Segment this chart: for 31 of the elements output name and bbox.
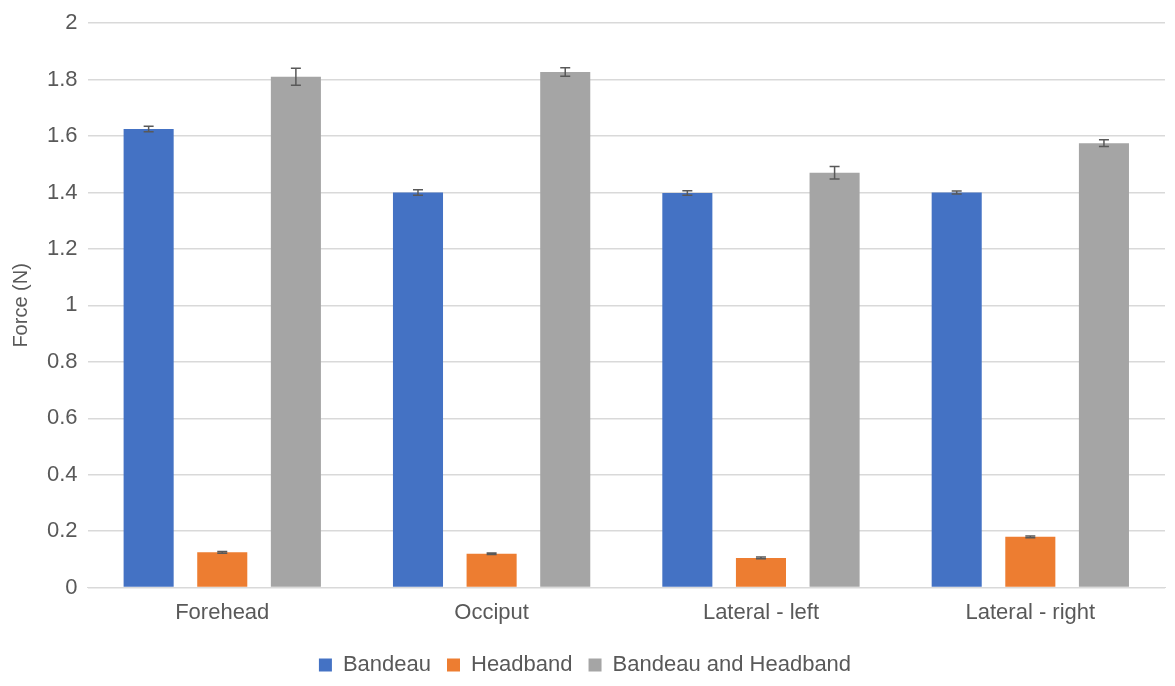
bar <box>392 192 444 587</box>
y-tick-label: 1.6 <box>46 122 78 148</box>
x-tick-label: Lateral - left <box>702 598 820 624</box>
legend-label: Headband <box>471 651 573 677</box>
bar <box>123 129 174 587</box>
y-tick-label: 0.6 <box>46 404 78 430</box>
y-tick-label: 1.4 <box>46 178 78 204</box>
x-tick-label: Occiput <box>454 598 529 624</box>
bar <box>270 76 321 587</box>
y-tick-label: 0 <box>65 573 78 599</box>
bar <box>1078 143 1129 587</box>
y-tick-label: 1.8 <box>46 65 78 91</box>
legend-label: Bandeau and Headband <box>612 651 852 677</box>
bar <box>735 557 786 587</box>
y-tick-label: 1.2 <box>46 235 78 261</box>
y-tick-label: 0.8 <box>46 347 78 373</box>
bar <box>931 192 982 587</box>
bar <box>1005 536 1056 587</box>
x-tick-label: Forehead <box>175 598 270 624</box>
y-tick-label: 1 <box>65 291 78 317</box>
y-tick-label: 0.4 <box>46 460 78 486</box>
y-tick-label: 0.2 <box>46 517 78 543</box>
bar <box>809 172 860 587</box>
legend-label: Bandeau <box>342 651 432 677</box>
bar <box>466 553 517 587</box>
y-tick-label: 2 <box>65 9 78 35</box>
bar <box>662 193 713 587</box>
x-tick-label: Lateral - right <box>965 598 1096 624</box>
y-axis-title: Force (N) <box>8 263 31 348</box>
bar <box>540 72 591 587</box>
bar <box>197 552 248 587</box>
